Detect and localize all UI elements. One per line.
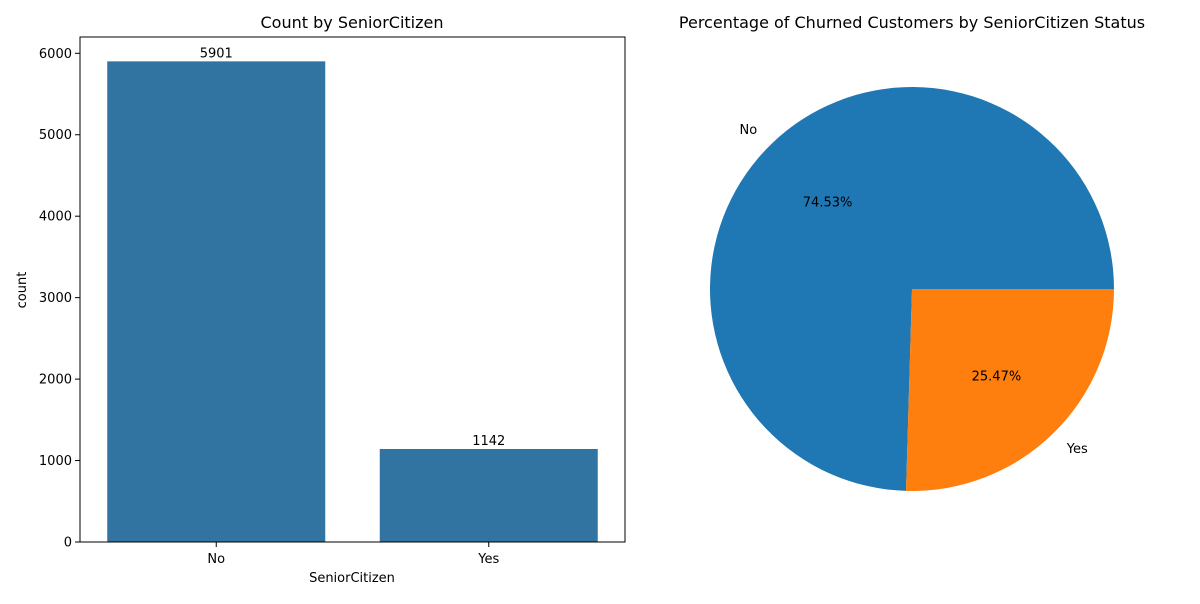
pie-category-label: No	[740, 123, 758, 138]
y-tick-label: 1000	[39, 454, 72, 469]
x-axis-label: SeniorCitizen	[309, 571, 395, 586]
x-tick-label: Yes	[477, 552, 499, 567]
bar-no	[107, 61, 326, 542]
pie-category-label: Yes	[1066, 442, 1088, 457]
bar-value-label: 1142	[472, 434, 505, 449]
y-tick-label: 0	[64, 536, 72, 551]
pie-percent-label: 25.47%	[972, 369, 1022, 384]
plot-frame	[79, 36, 626, 543]
bar-value-label: 5901	[200, 46, 233, 61]
x-axis: No Yes	[207, 542, 499, 567]
pie-marks: No 74.53% Yes 25.47%	[710, 87, 1114, 492]
y-tick-label: 3000	[39, 291, 72, 306]
bar-marks: 5901 1142	[107, 46, 598, 542]
y-tick-label: 4000	[39, 210, 72, 225]
y-tick-label: 5000	[39, 128, 72, 143]
pie-slice-no	[710, 87, 1114, 491]
pie-slice-yes	[906, 289, 1114, 492]
pie-chart-title: Percentage of Churned Customers by Senio…	[679, 13, 1145, 32]
pie-percent-label: 74.53%	[803, 196, 853, 211]
y-axis: 0 1000 2000 3000 4000 5000 6000	[39, 47, 80, 551]
bar-chart-title: Count by SeniorCitizen	[261, 13, 444, 32]
bar-yes	[379, 448, 598, 542]
x-tick-label: No	[207, 552, 225, 567]
y-tick-label: 2000	[39, 373, 72, 388]
bar-chart: Count by SeniorCitizen 5901 1142 0 1000 200…	[15, 13, 626, 586]
pie-chart: Percentage of Churned Customers by Senio…	[679, 13, 1145, 492]
y-axis-label: count	[15, 272, 30, 309]
y-tick-label: 6000	[39, 47, 72, 62]
